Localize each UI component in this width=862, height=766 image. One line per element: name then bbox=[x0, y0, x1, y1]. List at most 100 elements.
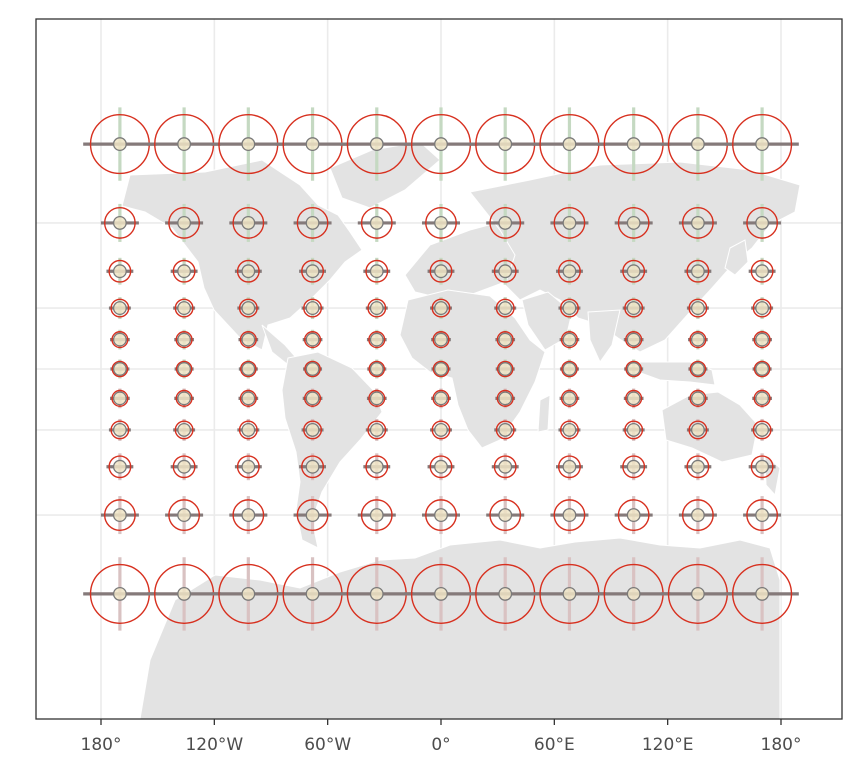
center-point bbox=[626, 301, 641, 316]
distortion-ellipse bbox=[617, 499, 650, 531]
center-point bbox=[177, 332, 192, 347]
center-point bbox=[562, 508, 577, 523]
x-tick-label: 120°W bbox=[185, 735, 243, 755]
indicatrix bbox=[302, 388, 323, 409]
distortion-ellipse bbox=[232, 207, 265, 239]
distortion-ellipse bbox=[495, 298, 515, 318]
indicatrix bbox=[110, 329, 130, 350]
distortion-ellipse bbox=[429, 455, 453, 479]
indicatrix bbox=[173, 297, 196, 320]
distortion-ellipse bbox=[617, 207, 650, 239]
indicatrix bbox=[596, 107, 671, 181]
distortion-ellipse bbox=[432, 389, 450, 407]
indicatrix bbox=[357, 203, 396, 242]
center-point bbox=[112, 137, 127, 152]
center-point bbox=[369, 362, 384, 376]
distortion-ellipse bbox=[296, 499, 329, 531]
distortion-ellipse bbox=[688, 420, 708, 440]
indicatrix bbox=[486, 203, 525, 242]
distortion-ellipse bbox=[489, 499, 522, 531]
distortion-ellipse bbox=[753, 360, 771, 378]
indicatrix bbox=[174, 359, 194, 379]
center-point bbox=[241, 264, 256, 279]
center-point bbox=[305, 215, 320, 230]
indicatrix bbox=[83, 557, 157, 631]
center-point bbox=[498, 332, 513, 347]
indicatrix bbox=[170, 257, 198, 285]
distortion-ellipse bbox=[175, 389, 193, 407]
center-point bbox=[177, 301, 192, 316]
center-point bbox=[305, 264, 320, 279]
indicatrix bbox=[752, 388, 772, 409]
distortion-ellipse bbox=[111, 360, 129, 378]
distortion-ellipse bbox=[432, 360, 450, 378]
center-point bbox=[434, 215, 448, 230]
distortion-ellipse bbox=[752, 420, 772, 440]
distortion-ellipse bbox=[496, 331, 514, 349]
distortion-ellipse bbox=[689, 331, 707, 349]
indicatrix bbox=[211, 557, 286, 631]
indicatrix bbox=[748, 257, 776, 285]
distortion-ellipse bbox=[360, 207, 393, 239]
indicatrix bbox=[108, 297, 131, 320]
center-point bbox=[690, 586, 705, 601]
indicatrix bbox=[532, 557, 607, 631]
indicatrix bbox=[559, 329, 580, 350]
asia bbox=[469, 161, 801, 353]
indicatrix bbox=[237, 297, 260, 320]
indicatrix bbox=[556, 453, 583, 481]
center-point bbox=[498, 586, 513, 601]
center-point bbox=[755, 459, 770, 474]
indicatrix bbox=[751, 297, 774, 320]
center-point bbox=[755, 422, 770, 437]
indicatrix bbox=[622, 297, 645, 320]
indicatrix bbox=[688, 359, 708, 379]
indicatrix bbox=[301, 418, 324, 441]
indicatrix bbox=[686, 297, 709, 320]
center-point bbox=[241, 137, 256, 152]
indicatrix bbox=[686, 418, 709, 441]
distortion-ellipse bbox=[489, 207, 522, 239]
antarctica bbox=[139, 537, 781, 719]
indicatrix bbox=[678, 496, 717, 535]
indicatrix bbox=[623, 388, 644, 409]
center-point bbox=[626, 422, 641, 437]
center-point bbox=[690, 137, 705, 152]
indicatrix bbox=[623, 329, 644, 350]
distortion-ellipse bbox=[622, 259, 646, 283]
distortion-ellipse bbox=[559, 420, 579, 440]
center-point bbox=[755, 391, 770, 406]
indicatrix bbox=[550, 203, 589, 242]
center-point bbox=[562, 301, 577, 316]
distortion-ellipse bbox=[301, 455, 325, 479]
madagascar bbox=[537, 394, 551, 433]
center-point bbox=[305, 362, 320, 376]
indicatrix bbox=[495, 388, 516, 409]
center-point bbox=[434, 137, 448, 152]
center-point bbox=[241, 332, 256, 347]
indicatrix bbox=[427, 257, 455, 285]
indicatrix bbox=[688, 388, 708, 409]
distortion-ellipse bbox=[174, 298, 194, 318]
center-point bbox=[434, 301, 448, 316]
center-point bbox=[369, 586, 384, 601]
indicatrix bbox=[620, 257, 648, 285]
center-point bbox=[112, 422, 127, 437]
center-point bbox=[241, 508, 256, 523]
center-point bbox=[562, 422, 577, 437]
distortion-ellipse bbox=[688, 298, 708, 318]
indicatrix bbox=[106, 453, 134, 481]
indicatrix bbox=[174, 388, 194, 409]
x-tick-label: 60°E bbox=[534, 735, 575, 755]
distortion-ellipse bbox=[560, 389, 579, 407]
center-point bbox=[562, 137, 577, 152]
distortion-ellipse bbox=[689, 360, 707, 378]
indicatrix bbox=[556, 257, 583, 285]
center-point bbox=[241, 391, 256, 406]
indicatrix bbox=[363, 453, 391, 481]
x-tick-label: 120°E bbox=[642, 735, 694, 755]
indicatrix bbox=[684, 257, 712, 285]
indicatrix bbox=[293, 203, 332, 242]
distortion-ellipse bbox=[368, 360, 386, 378]
indicatrix bbox=[620, 453, 648, 481]
